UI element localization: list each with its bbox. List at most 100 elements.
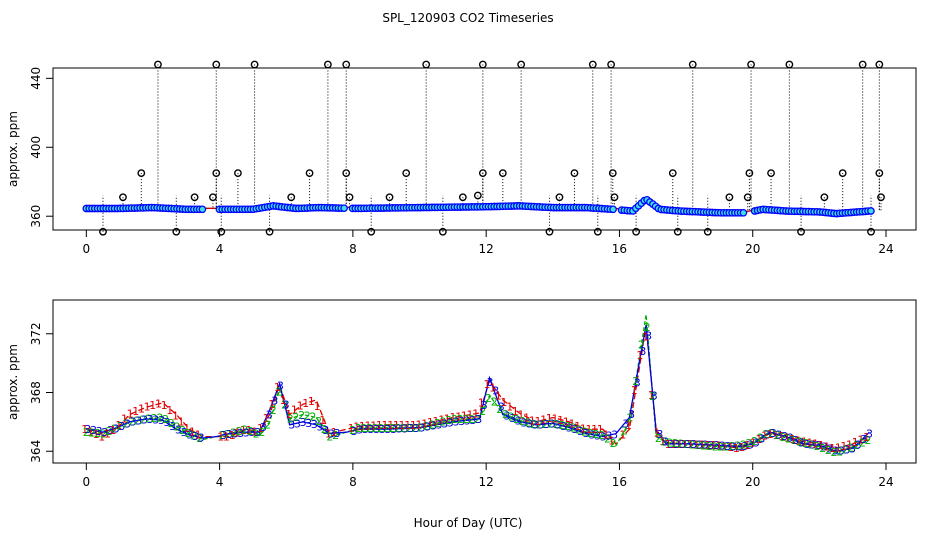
bottom-series-3-point: 3 [424,421,431,434]
bottom-series-1-point: 1 [433,415,440,428]
bottom-series-1-point: 1 [603,428,610,441]
bottom-series-1-point: 1 [840,440,847,453]
bottom-series-3-point: 3 [181,426,188,439]
bottom-series-2-point: 2 [734,440,741,453]
bottom-series-1-point: 1 [183,422,190,435]
bottom-series-2-point: 2 [559,419,566,432]
bottom-series-2-point: 2 [292,411,299,424]
bottom-series-2-point: 2 [797,436,804,449]
bottom-series-3-point: 3 [232,427,239,440]
bottom-series-2-point: 2 [275,386,282,399]
bottom-series-3-point: 3 [481,399,488,412]
top-outlier-low-point [877,193,885,202]
top-baseline-point [867,207,875,215]
bottom-series-3-point: 3 [634,376,641,389]
bottom-series-3-point: 3 [804,438,811,451]
bottom-series-1-point: 1 [608,435,615,448]
top-outlier-low-point [119,193,127,202]
bottom-series-3-point: 3 [775,428,782,441]
bottom-series-2-point: 2 [100,428,107,441]
bottom-series-1-point: 1 [376,419,383,432]
bottom-series-2-point: 2 [865,434,872,447]
top-x-tick-label: 20 [745,242,760,256]
bottom-series-2-point: 2 [128,416,135,429]
bottom-series-3-point: 3 [543,418,550,431]
bottom-series-2-point: 2 [185,427,192,440]
figure-title: SPL_120903 CO2 Timeseries [382,11,553,25]
bottom-series-3-point: 3 [249,426,256,439]
bottom-series-3-point: 3 [328,428,335,441]
bottom-series-2-point: 2 [315,415,322,428]
bottom-series-3-point: 3 [492,385,499,398]
bottom-series-1-point: 1 [404,419,411,432]
bottom-series-1-point: 1 [733,442,740,455]
bottom-series-3-point: 3 [266,409,273,422]
bottom-series-3-point: 3 [385,423,392,436]
bottom-series-3-point: 3 [277,380,284,393]
bottom-series-3-point: 3 [390,423,397,436]
bottom-series-3-point: 3 [843,444,850,457]
bottom-series-3-point: 3 [589,428,596,441]
bottom-series-1-point: 1 [285,408,292,421]
bottom-series-2-point: 2 [751,435,758,448]
bottom-series-1-point: 1 [586,423,593,436]
bottom-series-1-point: 1 [597,423,604,436]
bottom-series-1-point: 1 [319,414,326,427]
bottom-series-2-point: 2 [848,441,855,454]
bottom-series-2-point: 2 [326,431,333,444]
bottom-series-2-point: 2 [224,428,231,441]
bottom-series-2-point: 2 [428,419,435,432]
bottom-series-1-point: 1 [501,396,508,409]
bottom-series-2-point: 2 [825,444,832,457]
bottom-series-1-point: 1 [795,434,802,447]
top-x-tick-label: 24 [878,242,893,256]
bottom-series-2-point: 2 [264,419,271,432]
bottom-series-2-point: 2 [564,420,571,433]
bottom-series-2-point: 2 [536,419,543,432]
bottom-series-1-point: 1 [506,401,513,414]
bottom-series-2-point: 2 [610,437,617,450]
top-outlier-high-point [858,60,867,69]
top-y-tick-label: 400 [29,136,43,159]
bottom-series-1-point: 1 [523,412,530,425]
bottom-series-3-point: 3 [175,424,182,437]
bottom-series-3-point: 3 [702,439,709,452]
bottom-series-2-point: 2 [355,422,362,435]
bottom-series-3-point: 3 [690,438,697,451]
bottom-series-1-point: 1 [217,431,224,444]
bottom-series-1-point: 1 [529,415,536,428]
bottom-series-line-3 [86,324,870,452]
bottom-series-2-point: 2 [451,413,458,426]
bottom-series-3-point: 3 [821,441,828,454]
bottom-series-3-point: 3 [362,423,369,436]
bottom-series-3-point: 3 [453,416,460,429]
top-y-tick-label: 440 [29,67,43,90]
bottom-series-3-point: 3 [764,429,771,442]
bottom-series-2-point: 2 [785,433,792,446]
bottom-series-3-point: 3 [555,418,562,431]
bottom-series-3-point: 3 [504,410,511,423]
bottom-series-3-point: 3 [487,376,494,389]
bottom-series-3-point: 3 [283,398,290,411]
bottom-series-2-point: 2 [366,422,373,435]
top-outlier-low-point [345,193,354,202]
top-outlier-low-point [458,193,467,202]
bottom-series-3-point: 3 [679,438,686,451]
bottom-series-2-point: 2 [332,429,339,442]
bottom-series-3-point: 3 [84,423,91,436]
top-outlier-low-point [190,193,199,202]
bottom-series-2-point: 2 [360,422,367,435]
bottom-series-3-point: 3 [606,430,613,443]
bottom-series-2-point: 2 [298,409,305,422]
top-outlier-low-point [473,191,482,200]
bottom-x-tick-label: 16 [612,475,627,489]
top-outlier-mid-point [570,169,579,178]
bottom-series-3-point: 3 [192,430,199,443]
bottom-series-1-point: 1 [138,403,145,416]
bottom-series-3-point: 3 [288,419,295,432]
bottom-series-3-point: 3 [294,417,301,430]
bottom-series-3-point: 3 [662,435,669,448]
bottom-series-3-point: 3 [549,418,556,431]
top-outlier-high-point [588,60,597,69]
